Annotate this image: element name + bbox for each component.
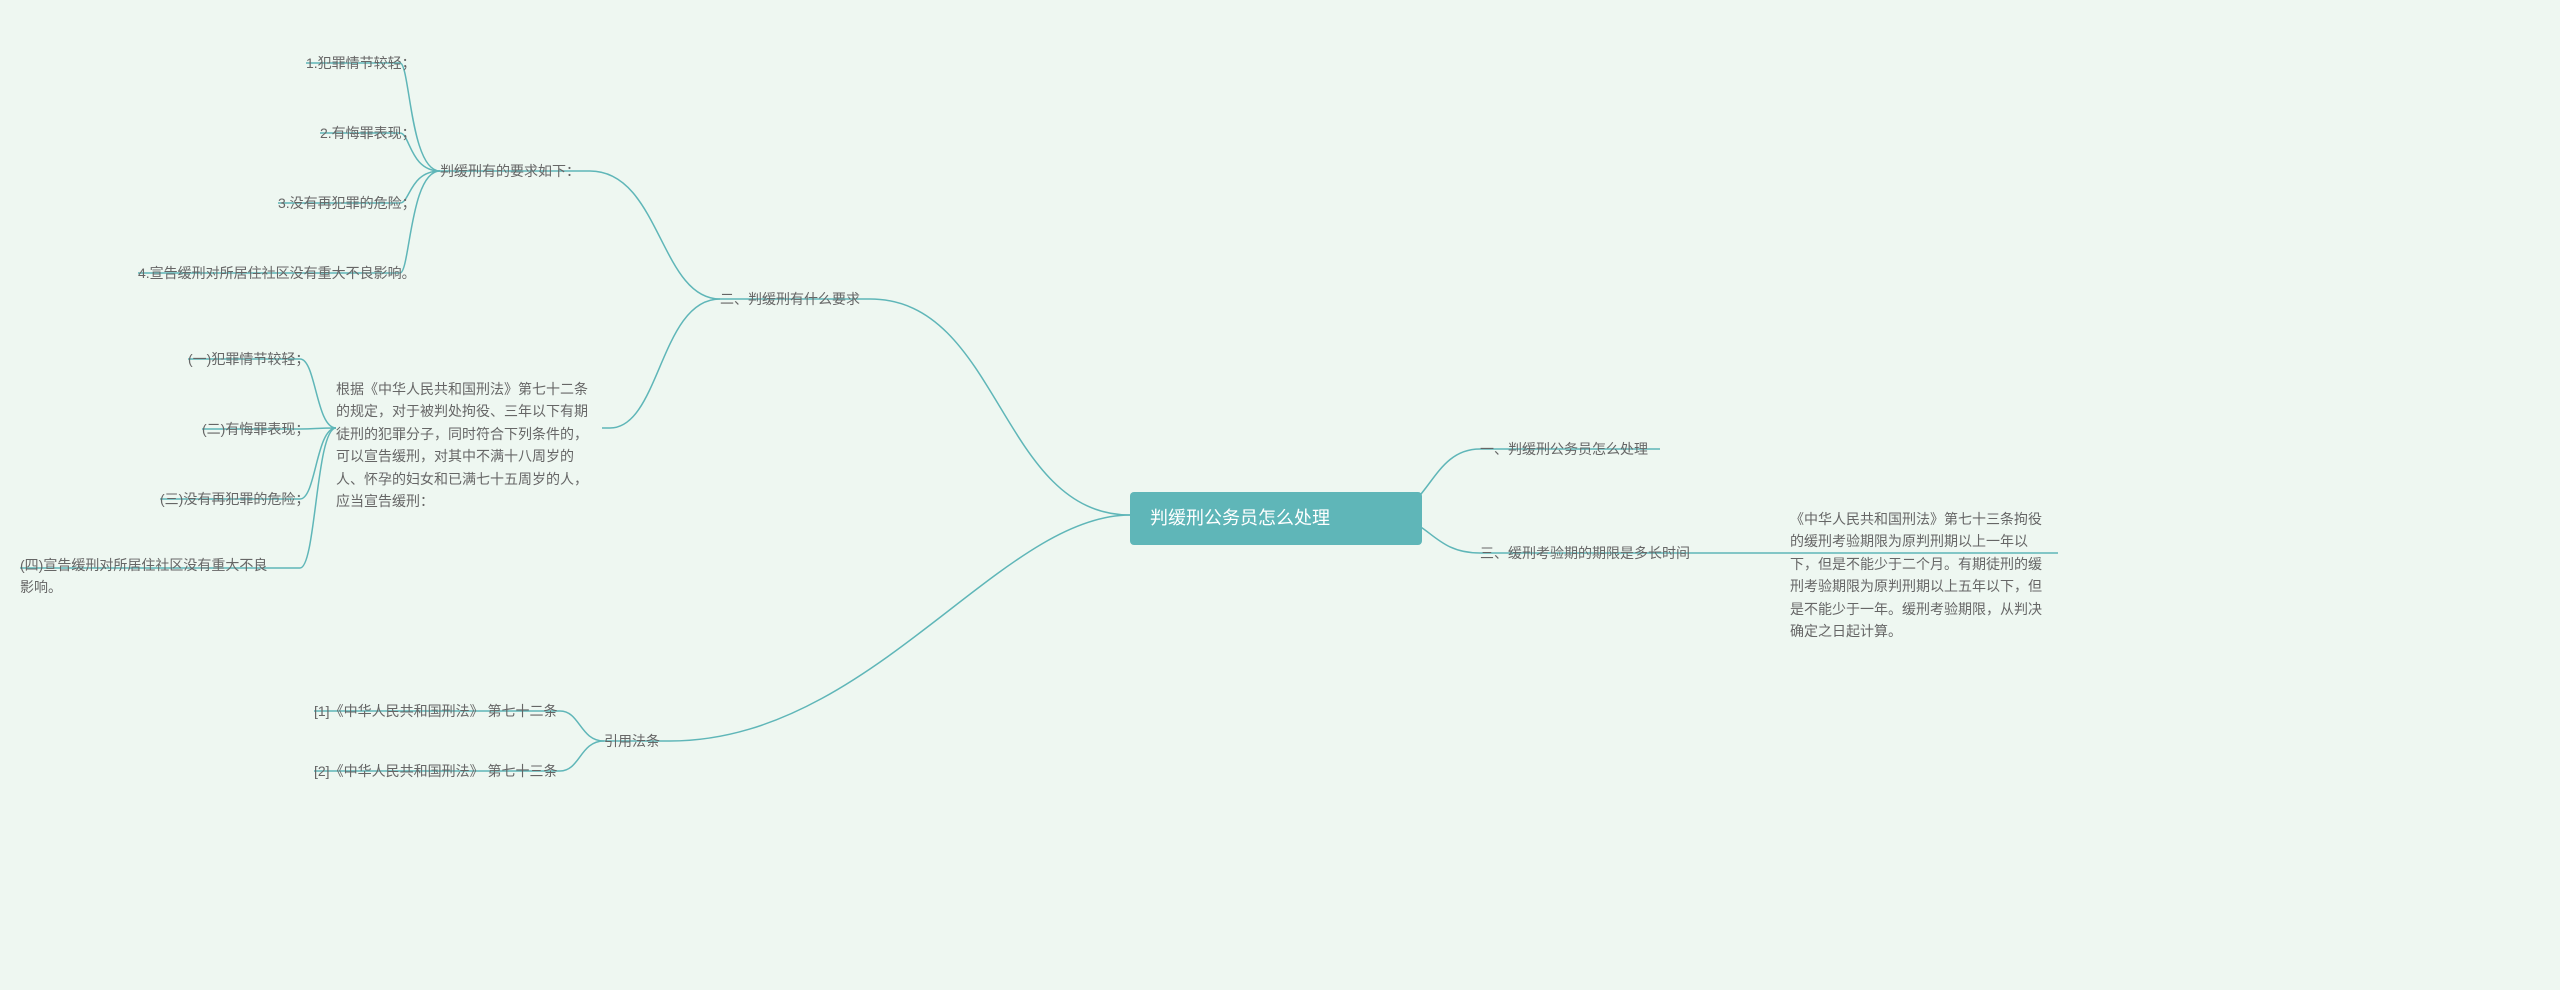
node-req-4: 4.宣告缓刑对所居住社区没有重大不良影响。 <box>138 262 416 284</box>
node-section-2: 二、判缓刑有什么要求 <box>720 288 860 310</box>
mindmap-stage: 判缓刑公务员怎么处理 一、判缓刑公务员怎么处理 三、缓刑考验期的期限是多长时间 … <box>0 0 2560 990</box>
node-req-2: 2.有悔罪表现； <box>320 122 416 144</box>
node-section-1: 一、判缓刑公务员怎么处理 <box>1480 438 1648 460</box>
node-references: 引用法条 <box>604 730 660 752</box>
node-law-72-detail: 根据《中华人民共和国刑法》第七十二条的规定，对于被判处拘役、三年以下有期徒刑的犯… <box>336 378 596 512</box>
node-section-3-detail: 《中华人民共和国刑法》第七十三条拘役的缓刑考验期限为原判刑期以上一年以下，但是不… <box>1790 508 2050 642</box>
node-req-1: 1.犯罪情节较轻； <box>306 52 416 74</box>
node-req-3: 3.没有再犯罪的危险； <box>278 192 416 214</box>
node-cond-2: (二)有悔罪表现； <box>202 418 309 440</box>
node-cond-1: (一)犯罪情节较轻； <box>188 348 309 370</box>
root-node: 判缓刑公务员怎么处理 <box>1130 492 1422 545</box>
node-section-3: 三、缓刑考验期的期限是多长时间 <box>1480 542 1690 564</box>
node-ref-1: [1]《中华人民共和国刑法》 第七十二条 <box>314 700 557 722</box>
node-cond-3: (三)没有再犯罪的危险； <box>160 488 309 510</box>
node-requirements-header: 判缓刑有的要求如下： <box>440 160 580 182</box>
node-ref-2: [2]《中华人民共和国刑法》 第七十三条 <box>314 760 557 782</box>
node-cond-4: (四)宣告缓刑对所居住社区没有重大不良影响。 <box>20 554 280 599</box>
